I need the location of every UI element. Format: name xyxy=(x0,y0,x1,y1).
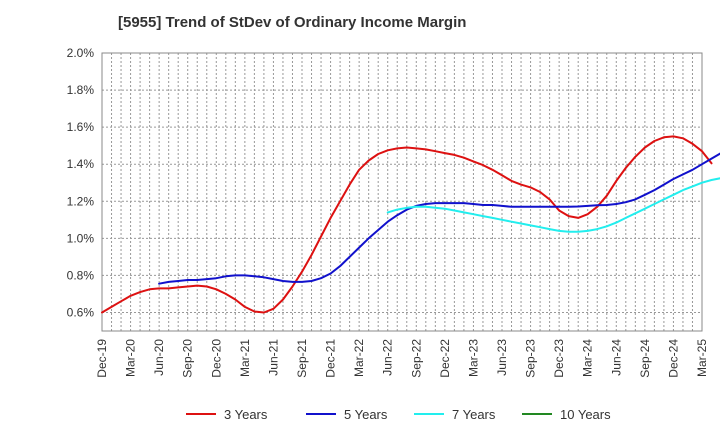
x-tick-label: Jun-21 xyxy=(266,339,280,376)
x-tick-label: Jun-23 xyxy=(495,339,509,376)
x-tick-label: Sep-20 xyxy=(181,339,195,378)
axes: 0.6% 0.8% 1.0% 1.2% 1.4% 1.6% 1.8% 2.0% Dec-19 Ma… xyxy=(67,46,709,378)
legend-label: 5 Years xyxy=(344,407,388,422)
y-tick-label: 0.8% xyxy=(67,268,95,282)
x-tick-label: Dec-19 xyxy=(95,339,109,378)
x-tick-label: Dec-21 xyxy=(324,339,338,378)
series-line-7-years xyxy=(386,177,720,233)
y-tick-label: 1.0% xyxy=(67,231,95,245)
x-tick-label: Sep-21 xyxy=(295,339,309,378)
y-tick-label: 1.6% xyxy=(67,120,95,134)
x-tick-label: Dec-24 xyxy=(666,339,680,378)
plot-frame xyxy=(101,52,703,332)
y-tick-label: 1.4% xyxy=(67,157,95,171)
x-tick-label: Mar-25 xyxy=(695,339,709,377)
x-tick-label: Mar-22 xyxy=(352,339,366,377)
x-tick-label: Sep-23 xyxy=(524,339,538,378)
legend: 3 Years 5 Years 7 Years 10 Years xyxy=(186,407,611,422)
grid-lines xyxy=(101,52,703,331)
x-tick-label: Mar-24 xyxy=(581,339,595,377)
legend-label: 7 Years xyxy=(452,407,496,422)
chart-title: [5955] Trend of StDev of Ordinary Income… xyxy=(118,14,467,31)
x-tick-label: Dec-22 xyxy=(438,339,452,378)
x-tick-label: Mar-20 xyxy=(124,339,138,377)
x-tick-label: Jun-24 xyxy=(609,339,623,376)
y-tick-label: 1.8% xyxy=(67,83,95,97)
x-tick-label: Jun-20 xyxy=(152,339,166,376)
x-tick-label: Sep-24 xyxy=(638,339,652,378)
x-tick-label: Mar-21 xyxy=(238,339,252,377)
x-tick-label: Dec-20 xyxy=(209,339,223,378)
y-tick-label: 2.0% xyxy=(67,46,95,60)
x-tick-label: Mar-23 xyxy=(466,339,480,377)
series-line-5-years xyxy=(158,152,720,285)
legend-label: 10 Years xyxy=(560,407,611,422)
y-tick-label: 1.2% xyxy=(67,194,95,208)
x-tick-label: Sep-22 xyxy=(409,339,423,378)
series-line-3-years xyxy=(101,135,713,314)
legend-label: 3 Years xyxy=(224,407,268,422)
x-tick-label: Dec-23 xyxy=(552,339,566,378)
y-tick-label: 0.6% xyxy=(67,305,95,319)
x-tick-label: Jun-22 xyxy=(381,339,395,376)
series-lines xyxy=(101,135,720,314)
